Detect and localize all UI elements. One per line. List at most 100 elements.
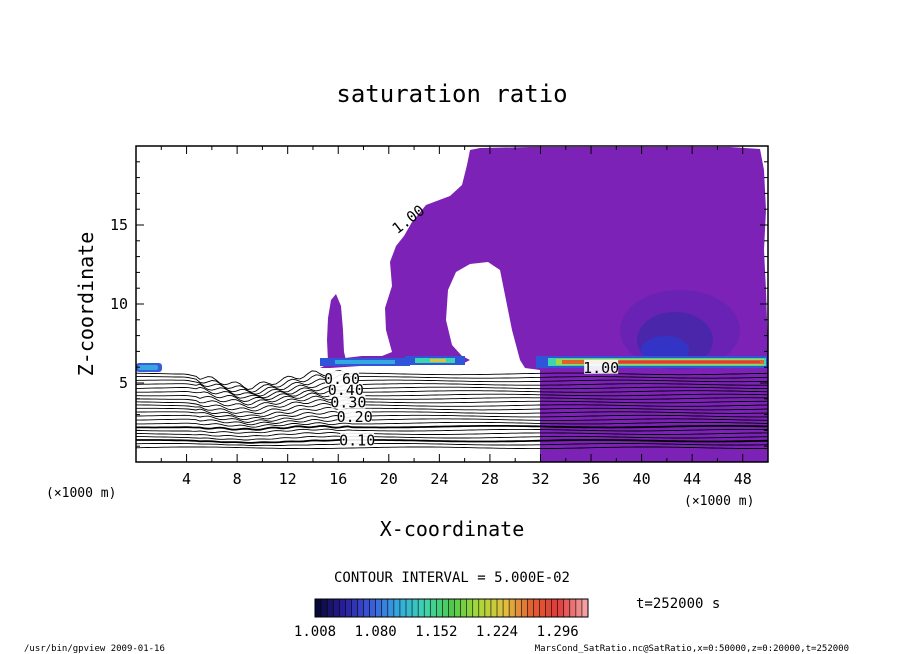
contour-label-bg xyxy=(584,359,619,374)
contour-line xyxy=(136,395,768,409)
colorbar-cell xyxy=(503,599,510,617)
colorbar-cell xyxy=(551,599,559,617)
colorbar-cell xyxy=(484,599,492,617)
chart-title: saturation ratio xyxy=(336,80,567,108)
contour-line xyxy=(136,414,768,423)
supersaturated-patch xyxy=(540,334,556,352)
colorbar-cell xyxy=(509,599,516,617)
colorbar-cell xyxy=(521,599,528,617)
colorbar-tick-label: 1.224 xyxy=(476,624,518,640)
contour-line xyxy=(136,432,768,438)
contour-line xyxy=(136,399,768,412)
colorbar-cell xyxy=(569,599,577,617)
contour-label-bg xyxy=(325,370,360,385)
colorbar-cell xyxy=(460,599,468,617)
colorbar-cell xyxy=(351,599,358,617)
contour-line xyxy=(136,424,768,431)
colorbar-cell xyxy=(442,599,449,617)
colorbar-cell xyxy=(418,599,425,617)
colorbar-cell xyxy=(527,599,534,617)
footer-right: MarsCond_SatRatio.nc@SatRatio,x=0:50000,… xyxy=(535,644,849,654)
x-tick-label: 20 xyxy=(380,470,398,488)
colorbar-cell xyxy=(575,599,583,617)
x-tick-label: 16 xyxy=(329,470,347,488)
contour-label: 0.20 xyxy=(337,408,373,426)
colorbar-cell xyxy=(539,599,546,617)
contour-line xyxy=(136,406,768,418)
colorbar-cell xyxy=(436,599,443,617)
y-tick-label: 15 xyxy=(110,216,128,234)
contour-label-bg xyxy=(331,394,366,409)
contour-line xyxy=(136,392,768,406)
contour-line xyxy=(136,421,768,428)
colorbar-cell xyxy=(363,599,370,617)
axis-ticks xyxy=(136,146,768,462)
contour-line xyxy=(136,410,768,421)
colorbar-cell xyxy=(339,599,346,617)
y-axis-title: Z-coordinate xyxy=(74,232,98,377)
contour-line xyxy=(136,438,768,444)
colorbar-cell xyxy=(327,599,334,617)
colorbar-cell xyxy=(490,599,498,617)
x-tick-label: 8 xyxy=(233,470,242,488)
contour-line xyxy=(136,370,768,390)
x-unit-right: (×1000 m) xyxy=(684,494,754,509)
colorbar-cell xyxy=(387,599,395,617)
colorbar-tick-label: 1.080 xyxy=(355,624,397,640)
time-label: t=252000 s xyxy=(636,596,720,612)
contour-label: 0.30 xyxy=(330,394,366,412)
colorbar-cell xyxy=(472,599,480,617)
colorbar-cell xyxy=(406,599,413,617)
colorbar-cell xyxy=(381,599,389,617)
x-tick-labels: 4 8 12 16 20 24 28 32 36 40 44 48 xyxy=(182,470,752,488)
x-tick-label: 40 xyxy=(633,470,651,488)
x-unit-left: (×1000 m) xyxy=(46,486,116,501)
colorbar-cell xyxy=(369,599,377,617)
contour-lines xyxy=(136,370,768,450)
colorbar-cell xyxy=(545,599,552,617)
plot-content xyxy=(136,147,768,462)
contour-interval: CONTOUR INTERVAL = 5.000E-02 xyxy=(334,570,570,586)
contour-label: 1.00 xyxy=(583,359,619,377)
x-tick-label: 44 xyxy=(683,470,701,488)
colorbar-cell xyxy=(375,599,383,617)
colorbar-cell xyxy=(424,599,431,617)
colorbar-cell xyxy=(399,599,407,617)
contour-line xyxy=(136,418,768,426)
colorbar-frame xyxy=(314,598,589,618)
x-tick-label: 28 xyxy=(481,470,499,488)
colorbar-cell xyxy=(515,599,522,617)
colorbar-cell xyxy=(563,599,571,617)
x-tick-label: 12 xyxy=(279,470,297,488)
supersaturated-column xyxy=(327,294,346,362)
footer-left: /usr/bin/gpview 2009-01-16 xyxy=(24,644,165,654)
colorbar-cell xyxy=(448,599,455,617)
edge-patch-core xyxy=(138,365,158,370)
colorbar-tick-label: 1.008 xyxy=(294,624,336,640)
contour-label-bg xyxy=(328,381,363,396)
colorbar-cell xyxy=(412,599,419,617)
colorbar-cell xyxy=(321,599,328,617)
colorbar-cell xyxy=(557,599,565,617)
x-tick-label: 36 xyxy=(582,470,600,488)
contour-label: 0.10 xyxy=(339,431,375,449)
colorbar-cell xyxy=(430,599,437,617)
contour-line xyxy=(136,386,768,399)
x-tick-label: 4 xyxy=(182,470,191,488)
contour-label-bg xyxy=(340,432,375,447)
colorbar-tick-label: 1.152 xyxy=(415,624,457,640)
x-tick-label: 24 xyxy=(430,470,448,488)
contour-label-bg xyxy=(337,408,372,423)
x-tick-label: 32 xyxy=(531,470,549,488)
colorbar-cell xyxy=(393,599,401,617)
colorbar xyxy=(314,599,589,617)
y-tick-label: 10 xyxy=(110,295,128,313)
colorbar-cell xyxy=(333,599,340,617)
colorbar-cell xyxy=(315,599,322,617)
contour-line xyxy=(136,389,768,402)
y-tick-labels: 5 10 15 xyxy=(110,216,128,392)
colorbar-tick-labels: 1.008 1.080 1.152 1.224 1.296 xyxy=(294,624,579,640)
contour-label: 0.40 xyxy=(328,381,364,399)
contour-line xyxy=(136,443,768,446)
